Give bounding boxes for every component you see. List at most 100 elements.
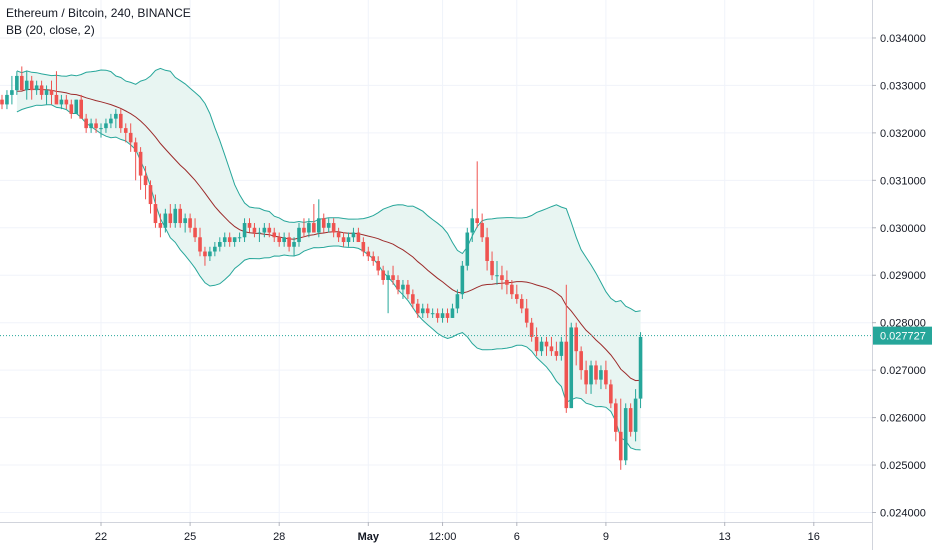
candle xyxy=(564,284,569,413)
candle-body xyxy=(420,308,425,314)
candle-body xyxy=(505,279,509,285)
candle-body xyxy=(267,227,272,233)
candle-body xyxy=(49,90,54,95)
candle-body xyxy=(183,218,187,224)
candle-body xyxy=(529,322,534,337)
candle xyxy=(99,123,103,138)
candle-body xyxy=(232,237,237,243)
candle xyxy=(227,232,232,247)
candle xyxy=(515,284,519,304)
candle xyxy=(554,341,559,361)
candle xyxy=(539,336,544,356)
candle-body xyxy=(277,237,281,243)
candle-body xyxy=(331,223,336,233)
candle xyxy=(158,213,163,238)
candle xyxy=(356,227,361,243)
candle xyxy=(371,251,376,266)
candle-body xyxy=(430,313,435,315)
candle xyxy=(242,218,247,243)
y-tick-label: 0.024000 xyxy=(880,508,926,520)
candle-body xyxy=(475,218,479,224)
candle xyxy=(604,360,608,390)
candle xyxy=(326,218,331,233)
candle xyxy=(480,213,484,243)
candle-body xyxy=(119,113,123,129)
candle xyxy=(346,232,351,247)
x-tick-label: 9 xyxy=(603,531,609,543)
candle-body xyxy=(218,242,222,247)
candle xyxy=(64,94,69,110)
candle-body xyxy=(44,90,49,95)
price-tag: 0.027727 xyxy=(873,326,932,345)
candle-body xyxy=(128,132,133,143)
candle xyxy=(0,94,4,110)
candle xyxy=(34,80,39,95)
candle xyxy=(297,223,301,247)
candle-body xyxy=(64,99,69,105)
candle xyxy=(435,308,440,323)
candle-body xyxy=(24,80,29,91)
candle xyxy=(272,227,277,243)
candle xyxy=(74,99,79,114)
candle-body xyxy=(39,85,44,95)
candle-body xyxy=(490,261,494,276)
candle xyxy=(44,85,49,105)
candle-body xyxy=(178,208,182,224)
x-tick-label: 6 xyxy=(514,531,520,543)
candle-body xyxy=(163,213,168,228)
candle xyxy=(406,279,410,299)
candle-body xyxy=(450,308,455,318)
candle xyxy=(173,204,178,228)
candle-body xyxy=(445,313,450,318)
price-tag-bg xyxy=(873,326,932,345)
candle-body xyxy=(252,227,257,233)
candle xyxy=(584,360,588,394)
candle xyxy=(277,232,281,247)
candle-body xyxy=(569,327,574,409)
candle-body xyxy=(123,128,128,133)
candle-body xyxy=(376,261,380,271)
candle xyxy=(614,398,618,442)
candle-body xyxy=(386,275,390,280)
candle-body xyxy=(559,341,564,356)
candle xyxy=(623,403,628,466)
candle xyxy=(89,118,93,133)
candle xyxy=(633,389,638,442)
candle-body xyxy=(148,185,153,205)
candle-body xyxy=(416,303,420,314)
candle xyxy=(54,71,59,105)
candle xyxy=(69,99,74,119)
candle xyxy=(455,289,460,314)
candle xyxy=(534,327,539,356)
candle xyxy=(15,71,19,95)
candle-body xyxy=(534,336,539,352)
candle xyxy=(257,227,262,243)
candle-body xyxy=(524,308,529,323)
candle xyxy=(302,218,306,238)
candle xyxy=(79,94,83,119)
candle-body xyxy=(485,237,489,261)
candle xyxy=(198,227,202,257)
candle xyxy=(628,403,633,437)
candle xyxy=(104,118,108,133)
candle xyxy=(609,379,613,409)
candle-body xyxy=(623,408,628,461)
x-tick-label: 25 xyxy=(184,531,196,543)
candle-body xyxy=(544,341,549,347)
candle-body xyxy=(341,237,346,243)
indicator-label: BB (20, close, 2) xyxy=(6,23,95,37)
candle xyxy=(505,270,509,295)
candle-body xyxy=(411,294,415,304)
candle xyxy=(396,275,400,295)
bb-lower-band xyxy=(16,104,641,451)
x-tick-label: 12:00 xyxy=(429,531,457,543)
candle xyxy=(20,66,24,91)
candle-body xyxy=(222,237,227,243)
y-tick-label: 0.030000 xyxy=(880,223,926,235)
candle-body xyxy=(633,398,638,432)
candle-body xyxy=(401,284,405,290)
candle xyxy=(411,289,415,309)
candle-body xyxy=(74,99,79,114)
y-tick-label: 0.025000 xyxy=(880,460,926,472)
